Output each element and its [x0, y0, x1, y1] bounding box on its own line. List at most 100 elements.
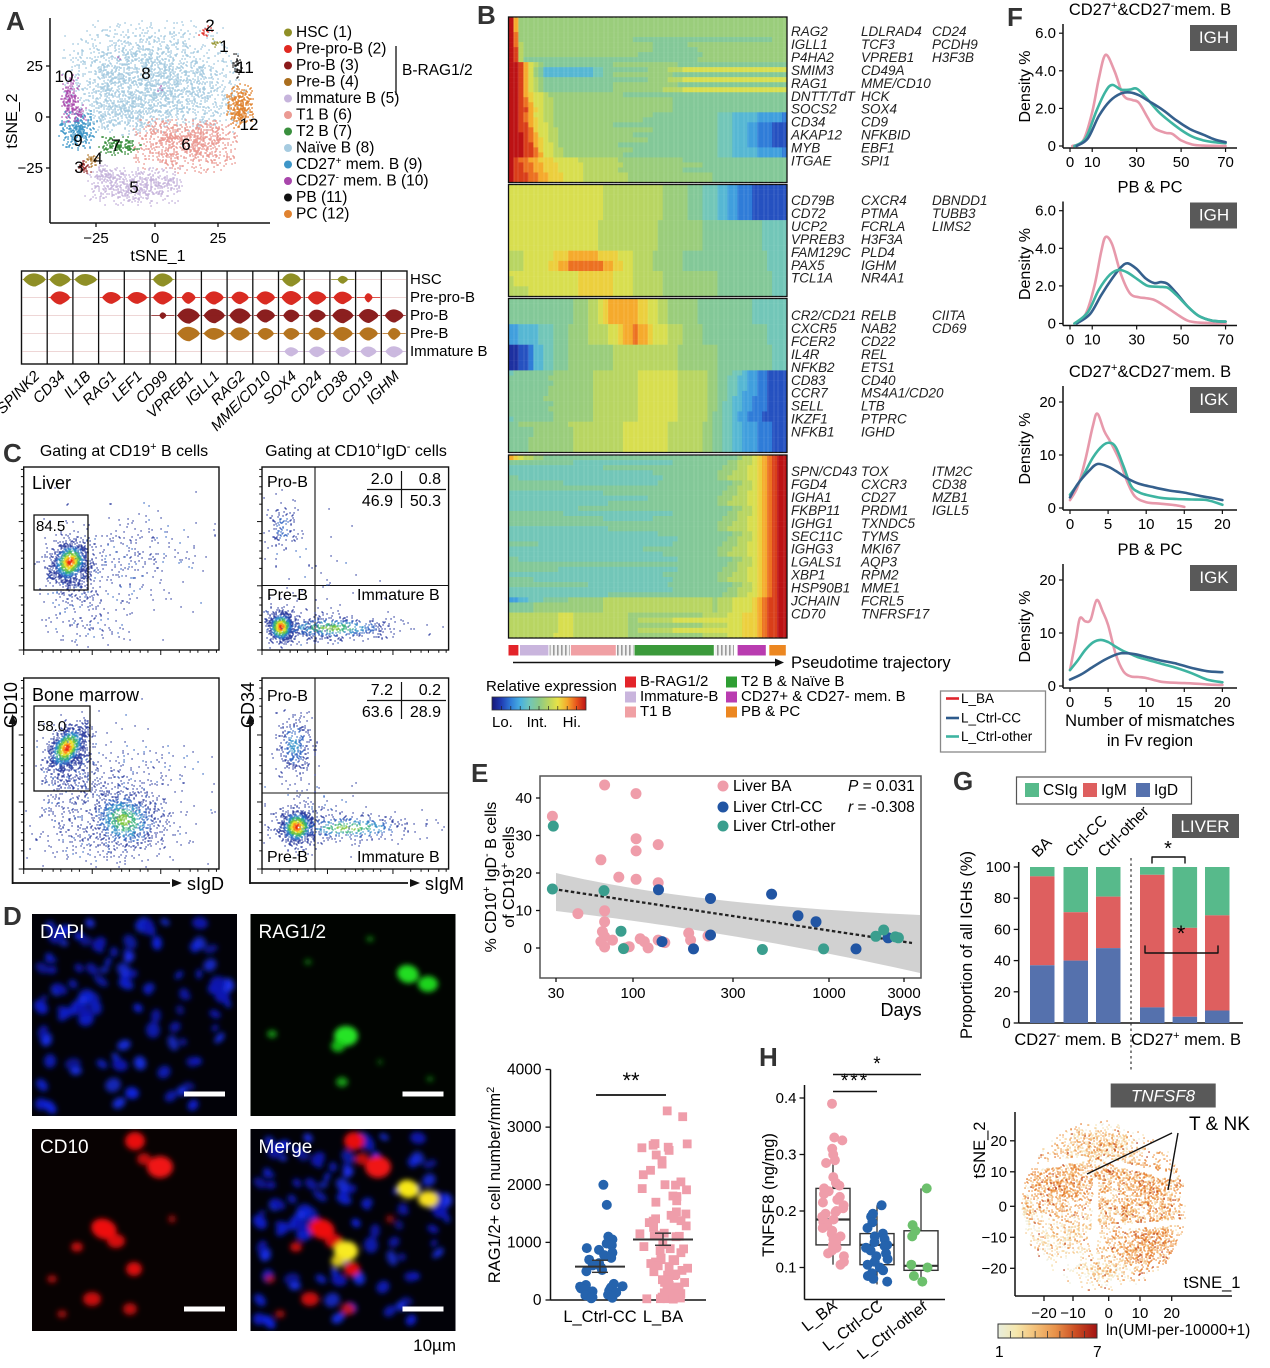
- svg-text:ITGAE: ITGAE: [791, 154, 833, 169]
- svg-text:IGHM: IGHM: [861, 258, 897, 273]
- svg-text:2000: 2000: [507, 1177, 542, 1194]
- svg-text:IgD: IgD: [1154, 782, 1178, 799]
- svg-text:CR2/CD21: CR2/CD21: [791, 308, 856, 323]
- svg-text:CD27+&CD27-mem. B: CD27+&CD27-mem. B: [1069, 0, 1231, 19]
- svg-text:tSNE_2: tSNE_2: [4, 93, 21, 148]
- svg-text:*: *: [1177, 921, 1186, 946]
- svg-text:Pro-B: Pro-B: [267, 474, 308, 491]
- svg-text:VPREB3: VPREB3: [791, 232, 845, 247]
- svg-text:Density %: Density %: [1017, 412, 1034, 484]
- svg-text:PLD4: PLD4: [861, 245, 895, 260]
- svg-text:AQP3: AQP3: [860, 555, 898, 570]
- svg-text:*: *: [873, 1054, 881, 1075]
- svg-text:CD27+ & CD27- mem. B: CD27+ & CD27- mem. B: [741, 688, 906, 705]
- svg-text:L_Ctrl-CC: L_Ctrl-CC: [961, 711, 1021, 726]
- svg-text:0: 0: [1002, 1015, 1010, 1032]
- svg-text:Immature B: Immature B: [357, 587, 440, 604]
- svg-text:12: 12: [240, 115, 259, 134]
- svg-text:IgM: IgM: [1101, 782, 1127, 799]
- svg-text:Lo.: Lo.: [492, 714, 513, 731]
- svg-text:FCRLA: FCRLA: [861, 219, 905, 234]
- svg-text:0.3: 0.3: [776, 1147, 797, 1164]
- svg-text:LIVER: LIVER: [1180, 817, 1229, 836]
- svg-text:60: 60: [994, 921, 1011, 938]
- svg-text:0.8: 0.8: [419, 471, 441, 488]
- svg-text:FGD4: FGD4: [791, 477, 827, 492]
- svg-text:Days: Days: [880, 1000, 921, 1020]
- svg-text:VPREB1: VPREB1: [861, 50, 914, 65]
- svg-text:5: 5: [1104, 694, 1112, 711]
- svg-text:Gating at CD19+ B cells: Gating at CD19+ B cells: [40, 441, 208, 460]
- svg-text:CD9: CD9: [861, 115, 888, 130]
- svg-text:SPN/CD43: SPN/CD43: [791, 464, 858, 479]
- svg-text:Pseudotime trajectory: Pseudotime trajectory: [791, 654, 951, 672]
- svg-text:−20: −20: [1031, 1305, 1056, 1322]
- svg-text:DNTT/TdT: DNTT/TdT: [791, 89, 856, 104]
- svg-text:T1 B: T1 B: [640, 703, 672, 720]
- svg-text:Liver Ctrl-other: Liver Ctrl-other: [733, 818, 836, 835]
- svg-text:50.3: 50.3: [410, 493, 441, 510]
- svg-text:0: 0: [533, 1292, 542, 1309]
- svg-text:CD34: CD34: [238, 682, 258, 728]
- svg-text:63.6: 63.6: [362, 704, 393, 721]
- svg-text:sIgM: sIgM: [425, 874, 464, 894]
- svg-text:0: 0: [1048, 678, 1056, 695]
- svg-text:HSP90B1: HSP90B1: [791, 581, 850, 596]
- svg-text:B: B: [477, 0, 496, 30]
- svg-text:IGHD: IGHD: [861, 425, 895, 440]
- svg-text:CD70: CD70: [791, 606, 826, 621]
- svg-text:10: 10: [990, 1164, 1007, 1181]
- svg-text:FCER2: FCER2: [791, 334, 836, 349]
- svg-text:Hi.: Hi.: [563, 714, 581, 731]
- svg-text:CD22: CD22: [861, 334, 896, 349]
- svg-text:10: 10: [1138, 694, 1155, 711]
- svg-text:NAB2: NAB2: [861, 321, 897, 336]
- svg-text:4.0: 4.0: [1035, 63, 1056, 80]
- svg-text:10: 10: [1039, 625, 1056, 642]
- svg-text:DBNDD1: DBNDD1: [932, 193, 988, 208]
- svg-text:H3F3B: H3F3B: [932, 50, 974, 65]
- svg-text:0: 0: [1105, 1305, 1113, 1322]
- svg-text:Relative expression: Relative expression: [486, 678, 617, 695]
- svg-text:Pre-B: Pre-B: [410, 325, 448, 342]
- svg-text:20: 20: [1214, 694, 1231, 711]
- svg-text:FCRL5: FCRL5: [861, 594, 904, 609]
- svg-text:Pre-B: Pre-B: [267, 849, 308, 866]
- svg-text:0: 0: [524, 940, 532, 957]
- svg-text:25: 25: [26, 58, 43, 75]
- svg-text:Pro-B (3): Pro-B (3): [296, 57, 359, 74]
- svg-text:Gating at CD10+IgD- cells: Gating at CD10+IgD- cells: [265, 441, 447, 460]
- svg-text:7.2: 7.2: [371, 682, 393, 699]
- svg-text:PTMA: PTMA: [861, 206, 899, 221]
- svg-text:CD83: CD83: [791, 373, 826, 388]
- svg-text:80: 80: [994, 890, 1011, 907]
- svg-text:TCL1A: TCL1A: [791, 271, 833, 286]
- svg-text:5: 5: [129, 178, 138, 197]
- svg-text:NR4A1: NR4A1: [861, 271, 905, 286]
- svg-text:6.0: 6.0: [1035, 25, 1056, 42]
- svg-text:CD69: CD69: [932, 321, 967, 336]
- svg-text:0: 0: [1048, 500, 1056, 517]
- svg-text:0.2: 0.2: [419, 682, 441, 699]
- svg-text:0.1: 0.1: [776, 1260, 797, 1277]
- svg-text:CXCR4: CXCR4: [861, 193, 907, 208]
- svg-text:50: 50: [1173, 332, 1190, 349]
- svg-text:20: 20: [994, 984, 1011, 1001]
- svg-text:ETS1: ETS1: [861, 360, 895, 375]
- svg-text:CD79B: CD79B: [791, 193, 835, 208]
- svg-text:−25: −25: [83, 230, 108, 247]
- svg-text:58.0: 58.0: [37, 718, 66, 735]
- svg-text:7: 7: [111, 136, 120, 155]
- svg-text:30: 30: [1128, 332, 1145, 349]
- svg-text:L_BA: L_BA: [643, 1308, 683, 1326]
- svg-text:MME1: MME1: [861, 581, 900, 596]
- svg-text:30: 30: [515, 828, 532, 845]
- svg-text:50: 50: [1173, 154, 1190, 171]
- svg-text:10µm: 10µm: [413, 1336, 456, 1355]
- svg-text:Bone marrow: Bone marrow: [32, 685, 140, 705]
- svg-text:84.5: 84.5: [36, 518, 65, 535]
- svg-text:F: F: [1007, 2, 1023, 32]
- svg-text:6: 6: [181, 135, 190, 154]
- svg-text:CD27: CD27: [861, 490, 896, 505]
- svg-text:SOCS2: SOCS2: [791, 102, 837, 117]
